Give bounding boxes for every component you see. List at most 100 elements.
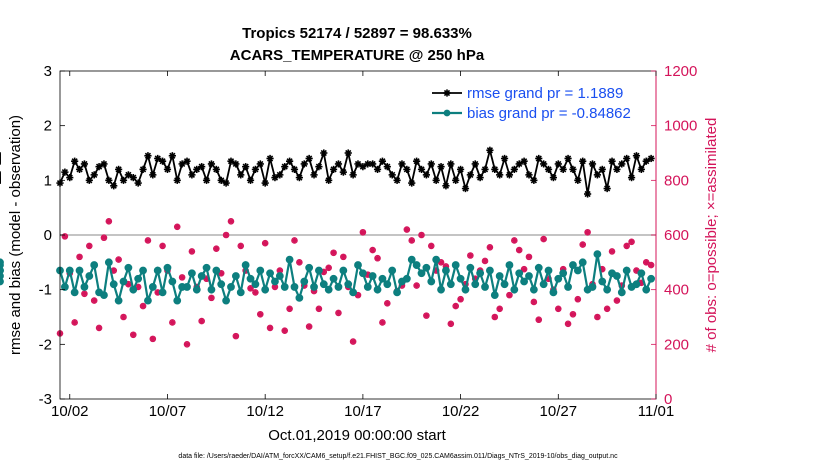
obs-assimilated-point-stroke [375,255,380,261]
bias-point [354,261,362,269]
bias-point [437,285,445,294]
bias-point [637,269,646,278]
rmse-point [359,163,367,171]
obs-assimilated-point-stroke [257,311,263,317]
obs-assimilated-point [101,235,107,241]
obs-assimilated-point [428,243,434,249]
rmse-point [579,157,587,165]
obs-assimilated-point-stroke [428,243,434,249]
bias-point [266,269,274,278]
bias-point [0,272,4,280]
obs-assimilated-point [257,311,263,317]
obs-assimilated-point [233,333,239,339]
bias-point [559,269,568,278]
bias-point [168,277,177,286]
obs-assimilated-point [296,259,302,265]
rmse-point-stroke [71,158,78,165]
rmse-point-stroke [516,160,523,168]
bias-point [207,285,216,294]
rmse-point [246,176,255,184]
rmse-point-stroke [496,171,503,178]
obs-assimilated-point [228,218,234,224]
bias-point [515,269,524,278]
rmse-point [119,176,128,184]
rmse-point [393,176,401,184]
obs-assimilated-point [159,243,166,249]
obs-assimilated-point-stroke [106,218,112,224]
rmse-point-stroke [203,177,210,184]
bias-series [0,250,656,305]
obs-assimilated-point [418,232,425,238]
rmse-point-stroke [511,166,518,173]
rmse-point [530,176,538,184]
obs-assimilated-point-stroke [96,325,102,331]
rmse-point [61,168,69,176]
rmse-point [217,176,225,184]
rmse-point [256,160,264,168]
bias-point [481,283,489,291]
obs-assimilated-point [150,336,156,342]
bias-point [163,263,172,272]
bias-point [520,277,528,286]
x-tick-label: 10/17 [344,403,382,420]
rmse-point-stroke [110,182,117,189]
rmse-point-stroke [227,158,235,165]
obs-possible-point [227,218,235,225]
rmse-point-stroke [350,171,357,178]
bias-point [461,285,470,294]
bias-point [139,266,147,275]
bias-point [241,261,250,269]
obs-assimilated-point [457,296,464,302]
rmse-point [300,160,308,168]
obs-assimilated-point [213,246,219,252]
obs-possible-point [120,313,127,321]
bias-point [427,277,436,286]
bias-point [471,280,480,289]
obs-assimilated-point-stroke [209,295,214,301]
obs-assimilated-point-stroke [355,292,361,298]
rmse-point-stroke [374,166,381,173]
rmse-point-stroke [266,155,274,162]
rmse-point-stroke [506,171,513,178]
obs-assimilated-point-stroke [331,250,336,256]
obs-possible-point [418,231,425,239]
rmse-point-stroke [423,171,430,178]
rmse-point [310,171,318,179]
obs-assimilated-point-stroke [507,292,512,298]
rmse-point-stroke [247,177,254,184]
rmse-point [618,160,626,168]
rmse-point-stroke [623,155,630,162]
obs-assimilated-point-stroke [482,258,488,264]
bias-point [544,266,553,275]
rmse-point [471,160,479,168]
obs-possible-point [115,256,122,263]
bias-point [525,272,533,280]
rmse-point [207,160,216,168]
rmse-point-stroke [447,160,454,168]
rmse-point [515,160,523,168]
rmse-point-stroke [398,160,406,168]
x-axis-label: Oct.01,2019 00:00:00 start [268,427,446,444]
y-left-axis-label: rmse and bias (model - observation) [7,115,24,355]
y-right-tick-label: 800 [664,172,689,189]
rmse-point-stroke [237,171,244,178]
obs-assimilated-point [189,248,195,254]
obs-possible-point [525,253,533,261]
rmse-point-stroke [393,177,401,184]
rmse-point [466,171,474,179]
x-tick-label: 10/02 [51,403,89,420]
rmse-point-stroke [477,174,484,181]
legend: rmse grand pr = 1.1889 bias grand pr = -… [428,79,650,123]
rmse-point [325,176,333,184]
rmse-point [329,165,338,173]
rmse-point-stroke [403,166,410,173]
rmse-point-stroke [301,160,308,168]
x-tick-label: 10/27 [540,403,578,420]
bias-point [569,261,577,269]
bias-point [285,255,294,264]
rmse-point-stroke [232,160,239,168]
rmse-point [251,165,260,173]
obs-assimilated-point [467,252,473,259]
x-tick-label: 11/01 [638,403,674,420]
rmse-point [193,165,201,173]
